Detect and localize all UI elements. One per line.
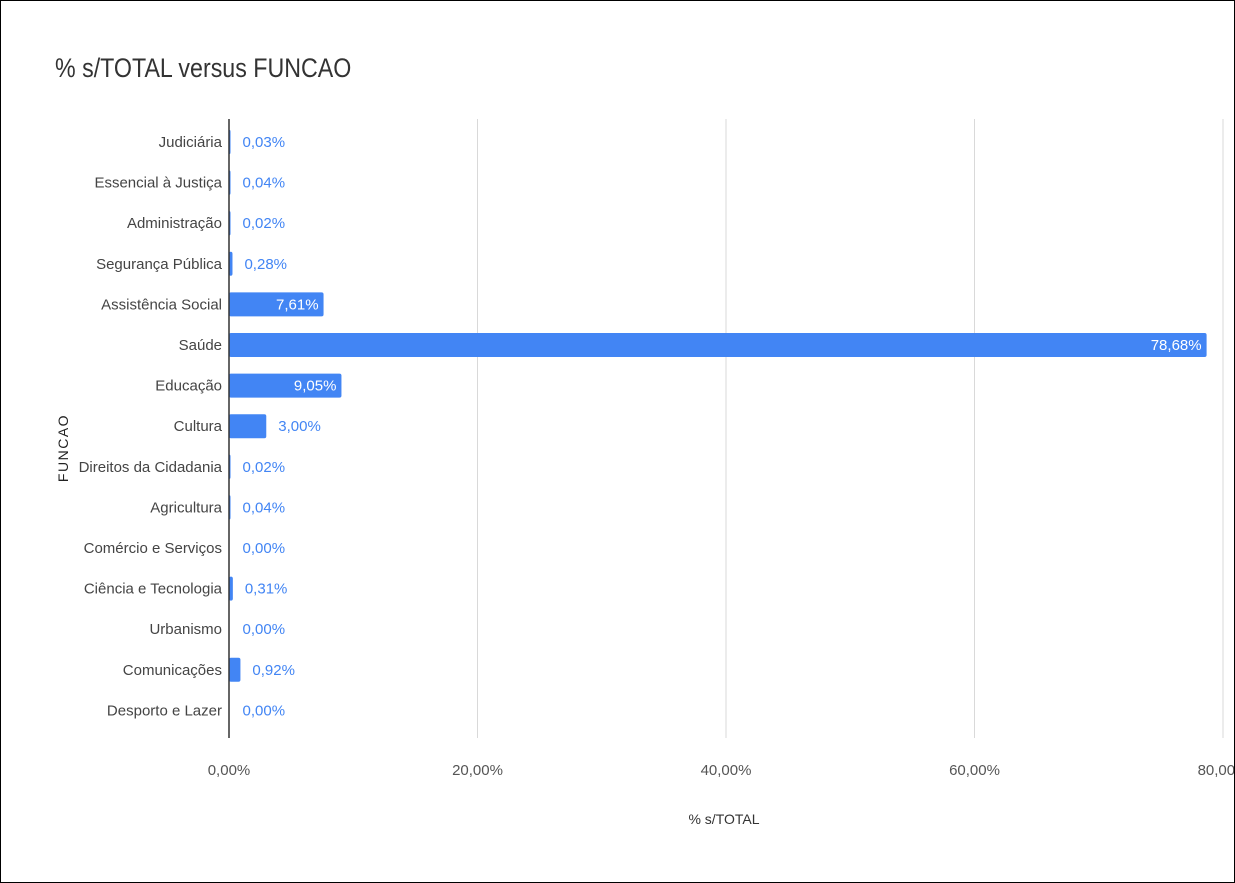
value-labels: 0,03% 0,04% 0,02% 0,28% 7,61% 78,68% 9,05% 3,00… (243, 134, 1202, 719)
x-tick-label: 20,00% (452, 762, 503, 779)
x-tick-label: 80,00% (1198, 762, 1234, 779)
category-label: Administração (127, 215, 222, 232)
data-label: 0,04% (243, 175, 286, 192)
category-label: Saúde (179, 337, 222, 354)
category-label: Direitos da Cidadania (79, 459, 223, 476)
category-label: Comércio e Serviços (84, 540, 222, 557)
category-label: Essencial à Justiça (94, 175, 222, 192)
data-label: 0,00% (243, 540, 286, 557)
bar (229, 333, 1207, 357)
bar (229, 292, 324, 317)
category-labels: Judiciária Essencial à Justiça Administraç… (79, 134, 223, 719)
category-label: Educação (155, 378, 222, 395)
data-label: 0,03% (243, 134, 286, 151)
x-tick-labels: 0,00% 20,00% 40,00% 60,00% 80,00% (208, 762, 1234, 779)
bar (229, 251, 233, 276)
data-label: 7,61% (276, 296, 319, 313)
bars (229, 130, 1207, 682)
category-label: Cultura (174, 418, 223, 435)
bar (229, 576, 233, 601)
data-label: 78,68% (1151, 337, 1202, 354)
data-label: 0,04% (243, 499, 286, 516)
data-label: 0,02% (243, 215, 286, 232)
bar (229, 414, 267, 439)
data-label: 0,92% (252, 662, 295, 679)
category-label: Comunicações (123, 662, 222, 679)
data-label: 0,31% (245, 581, 288, 598)
bar (229, 657, 241, 682)
x-tick-label: 60,00% (949, 762, 1000, 779)
data-label: 0,02% (243, 459, 286, 476)
bar (229, 373, 342, 398)
x-tick-label: 0,00% (208, 762, 251, 779)
chart-title: % s/TOTAL versus FUNCAO (55, 53, 352, 83)
data-label: 0,28% (244, 256, 287, 273)
data-label: 0,00% (243, 702, 286, 719)
x-axis-title: % s/TOTAL (688, 811, 759, 827)
data-label: 9,05% (294, 378, 337, 395)
data-label: 3,00% (278, 418, 321, 435)
category-label: Desporto e Lazer (107, 702, 222, 719)
category-label: Assistência Social (101, 296, 222, 313)
category-label: Segurança Pública (96, 256, 223, 273)
gridlines (477, 119, 1224, 738)
x-tick-label: 40,00% (701, 762, 752, 779)
category-label: Judiciária (159, 134, 223, 151)
data-label: 0,00% (243, 621, 286, 638)
category-label: Urbanismo (149, 621, 222, 638)
category-label: Agricultura (150, 499, 222, 516)
category-label: Ciência e Tecnologia (84, 581, 223, 598)
